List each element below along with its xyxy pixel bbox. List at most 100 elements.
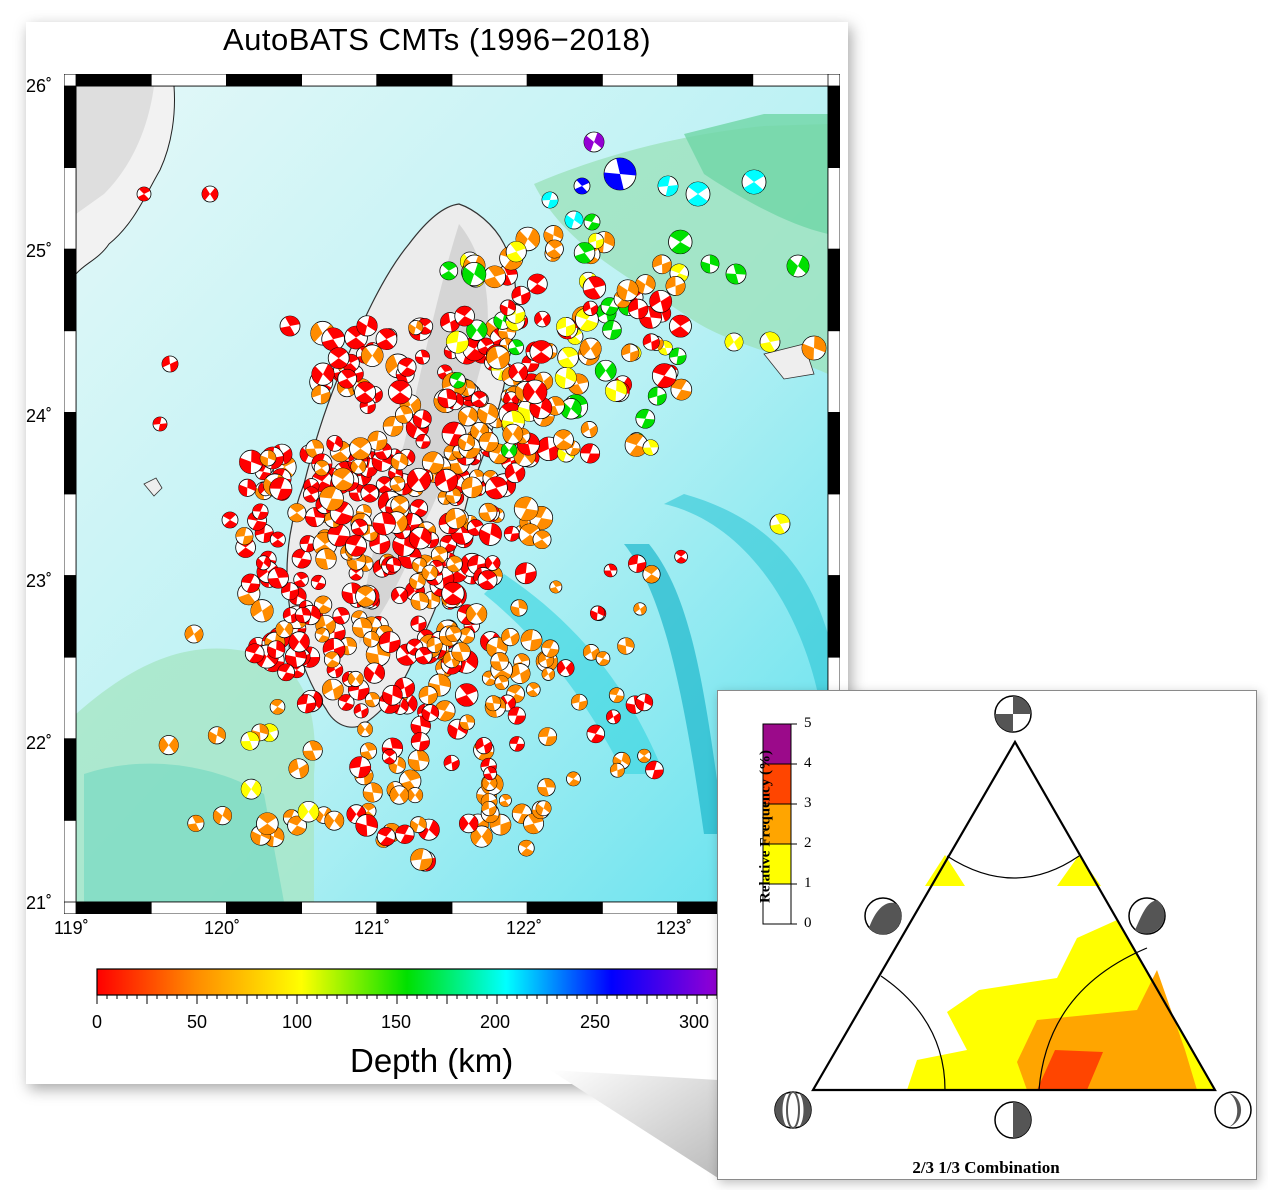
beachball-icon <box>470 390 488 408</box>
oblique-thrust-beachball-icon <box>1128 897 1166 935</box>
beachball-icon <box>445 625 462 643</box>
beachball-icon <box>347 670 364 687</box>
beachball-icon <box>608 687 625 703</box>
beachball-icon <box>461 476 483 499</box>
beachball-icon <box>410 591 430 611</box>
beachball-icon <box>466 319 488 341</box>
beachball-icon <box>269 699 286 715</box>
beachball-icon <box>725 263 747 285</box>
beachball-icon <box>669 314 692 338</box>
beachball-icon <box>395 405 414 424</box>
beachball-icon <box>674 549 688 564</box>
beachball-icon <box>287 503 307 523</box>
beachball-icon <box>541 639 560 658</box>
beachball-icon <box>606 709 621 725</box>
beachball-icon <box>627 298 649 320</box>
beachball-icon <box>513 496 539 522</box>
beachball-icon <box>669 347 687 366</box>
beachball-icon <box>455 683 479 707</box>
beachball-icon <box>573 242 596 264</box>
ternary-plot <box>762 695 1252 1139</box>
beachball-icon <box>296 694 317 714</box>
map-title: AutoBATS CMTs (1996−2018) <box>222 22 652 57</box>
beachball-icon <box>445 487 462 504</box>
beachball-icon <box>407 749 430 772</box>
beachball-icon <box>415 433 431 449</box>
beachball-icon <box>477 403 499 425</box>
beachball-icon <box>326 435 343 452</box>
depth-tick-300: 300 <box>678 1012 710 1032</box>
beachball-icon <box>478 522 502 546</box>
trench-shading <box>624 544 724 834</box>
frequency-scale <box>762 723 797 925</box>
beachball-icon <box>382 416 404 437</box>
beachball-icon <box>360 344 384 367</box>
callout-connector <box>550 1070 718 1178</box>
beachball-icon <box>238 478 257 497</box>
beachball-icon <box>275 620 294 639</box>
beachball-icon <box>324 810 345 831</box>
beachball-icon <box>311 385 331 405</box>
beachball-icon <box>437 388 458 409</box>
beachball-icon <box>501 627 520 647</box>
beachball-icon <box>586 724 606 744</box>
beachball-icon <box>652 254 672 275</box>
beachball-icon <box>391 586 409 604</box>
beachball-icon <box>649 289 673 313</box>
depth-tick-200: 200 <box>479 1012 511 1032</box>
beachball-icon <box>291 548 312 569</box>
beachball-icon <box>434 700 456 722</box>
beachball-icon <box>350 458 367 475</box>
beachball-icon <box>553 429 574 451</box>
freq-tick-1: 1 <box>804 875 812 891</box>
lat-label-24: 24˚ <box>26 406 53 426</box>
depth-tick-250: 250 <box>579 1012 611 1032</box>
beachball-icon <box>483 766 498 781</box>
beachball-icon <box>299 535 317 553</box>
depth-colorbar <box>96 968 718 1004</box>
beachball-icon <box>136 186 152 202</box>
beachball-icon <box>256 812 279 835</box>
beachball-icon <box>509 736 525 752</box>
beachball-icon <box>457 406 478 427</box>
beachball-icon <box>543 225 564 245</box>
beachball-icon <box>490 652 509 671</box>
beachball-icon <box>665 275 686 296</box>
beachball-icon <box>582 644 600 661</box>
beachball-icon <box>582 300 599 316</box>
beachball-icon <box>332 607 350 625</box>
beachball-icon <box>354 381 377 404</box>
beachball-icon <box>321 327 345 352</box>
beachball-icon <box>635 693 654 712</box>
beachball-icon <box>434 468 459 493</box>
lat-label-26: 26˚ <box>26 76 53 96</box>
beachball-icon <box>409 573 426 590</box>
beachball-icon <box>508 339 524 356</box>
lon-label-122: 122˚ <box>506 918 543 938</box>
beachball-icon <box>505 241 527 263</box>
depth-tick-0: 0 <box>91 1012 103 1032</box>
beachball-icon <box>518 839 535 857</box>
beachball-icon <box>415 646 433 665</box>
beachball-icon <box>529 340 554 364</box>
beachball-icon <box>314 595 333 614</box>
beachball-icon <box>642 439 659 456</box>
beachball-icon <box>418 685 438 705</box>
beachball-icon <box>287 815 307 836</box>
beachball-icon <box>582 276 607 300</box>
beachball-icon <box>372 511 396 536</box>
beachball-icon <box>349 756 372 779</box>
beachball-icon <box>406 467 431 493</box>
beachball-icon <box>314 627 330 643</box>
beachball-icon <box>415 349 430 365</box>
beachball-icon <box>475 737 493 755</box>
beachball-icon <box>557 346 579 369</box>
beachball-icon <box>579 337 602 360</box>
beachball-icon <box>588 232 605 249</box>
beachball-icon <box>357 721 373 738</box>
beachball-icon <box>560 398 582 420</box>
beachball-icon <box>600 297 619 316</box>
beachball-icon <box>494 675 510 690</box>
beachball-icon <box>397 357 417 377</box>
beachball-icon <box>503 525 520 542</box>
